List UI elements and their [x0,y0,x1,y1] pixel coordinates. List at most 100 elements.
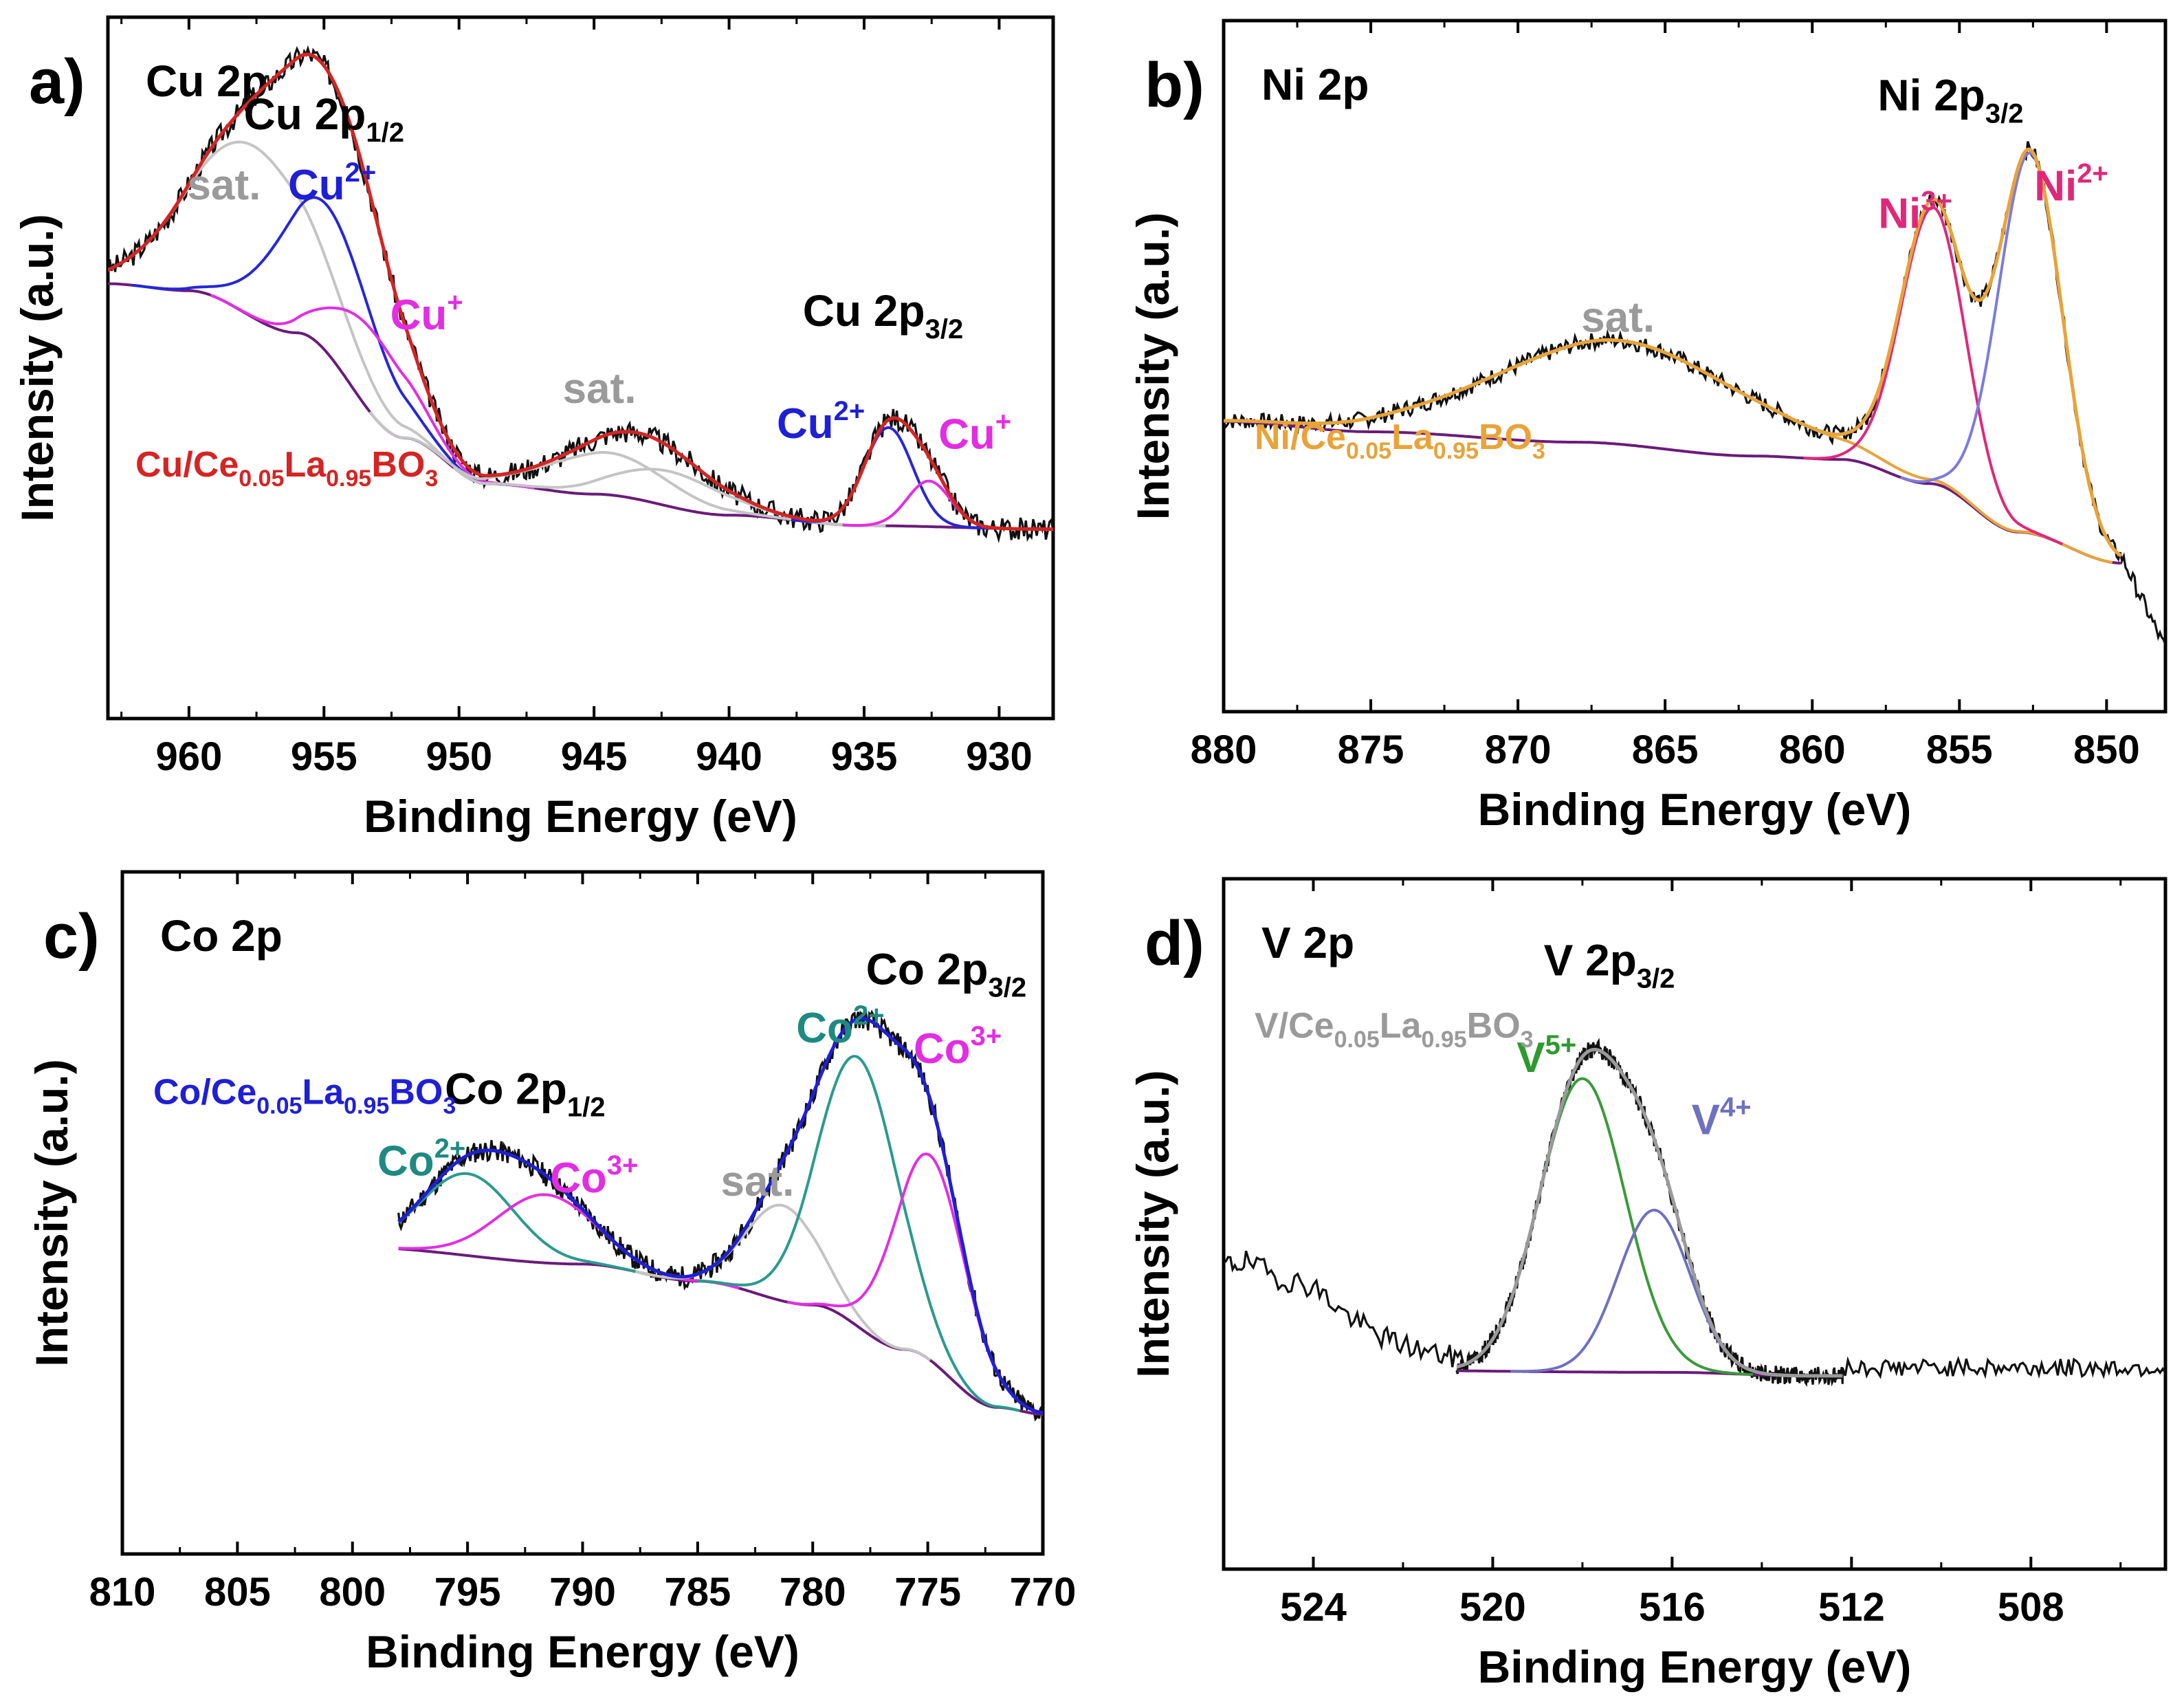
raw-spectrum-line [108,45,1053,544]
sample-sub1: 0.05 [256,1093,302,1119]
peak-label-superscript: 3+ [971,1021,1002,1051]
peak-label-main: sat. [1581,294,1655,341]
plot-frame [1222,19,2168,714]
plot-area [397,1006,1043,1422]
x-tick-label: 855 [1926,727,1993,772]
x-tick-label: 960 [155,734,222,779]
peak-label: Cu+ [938,406,1011,458]
sample-sub1: 0.05 [1334,1027,1380,1053]
peak-group-main: Co 2p [445,1064,567,1113]
element-title: Co 2p [160,911,283,961]
peak-label: Co2+ [796,1000,884,1052]
peak-label-superscript: 2+ [853,1000,885,1031]
peak-label-main: Co [914,1025,971,1073]
peak-label-main: sat. [720,1158,794,1205]
peak-label: V4+ [1692,1092,1752,1143]
x-tick-label: 940 [696,734,762,779]
component-V4p-line [1510,1208,1798,1377]
x-tick-label: 795 [434,1570,501,1614]
background-line [108,282,1053,531]
sample-suffix: BO [1467,1006,1521,1046]
peak-label-superscript: 5+ [1545,1030,1577,1060]
sample-label: Ni/Ce0.05La0.95BO3 [1255,417,1545,464]
sample-mid: La [302,1072,344,1112]
x-tick-label: 520 [1459,1585,1526,1630]
x-tick-label: 955 [291,734,357,779]
component-Cup-line [210,294,536,490]
x-tick-label: 880 [1191,727,1257,772]
component-Cup-line [842,479,1015,530]
peak-group-main: Ni 2p [1877,71,1985,120]
sample-sub2: 0.95 [1433,438,1479,464]
x-axis-label: Binding Energy (eV) [1478,1641,1912,1692]
envelope-fit-line [397,1016,1043,1415]
peak-group-label: Cu 2p3/2 [803,286,963,344]
panel-label: d) [1145,908,1204,978]
peak-group-subscript: 3/2 [1637,964,1675,994]
peak-label: Cu+ [390,287,463,339]
panel-label: a) [29,47,85,117]
y-axis-label: Intensity (a.u.) [1127,212,1178,520]
component-Cu2p-line [132,196,522,488]
component-sat-line [368,410,846,527]
element-title: V 2p [1261,918,1354,967]
envelope-fit-line [1224,147,2123,558]
peak-group-subscript: 1/2 [366,118,404,148]
sample-sub2: 0.95 [344,1093,389,1119]
peak-label-superscript: 2+ [345,157,377,188]
peak-label-main: Co [377,1137,434,1185]
sample-sub1: 0.05 [1346,438,1391,464]
sample-suffix: BO [371,445,425,485]
sample-mid: La [1391,417,1434,457]
sample-mid: La [1380,1006,1422,1046]
y-axis-label: Intensity (a.u.) [12,214,63,521]
sample-mid: La [284,445,327,485]
x-tick-label: 850 [2073,727,2140,772]
peak-label-superscript: + [447,287,463,318]
component-Co3p-line [398,1193,740,1290]
peak-label-main: Ni [2034,162,2077,210]
panel-b: 880 875 870 865 860 855 850 Binding Energy (eV)… [1127,19,2168,835]
sample-prefix: Co/Ce [153,1072,256,1112]
x-tick-label: 930 [966,734,1033,779]
peak-label: V5+ [1516,1030,1576,1082]
peak-label-main: Co [550,1154,607,1202]
sample-sub1: 0.05 [239,466,284,492]
x-tick-label: 945 [561,734,628,779]
sample-label: Co/Ce0.05La0.95BO3 [153,1072,456,1119]
peak-label-superscript: + [995,406,1011,437]
panel-c: 810 805 800 795 790 785 780 775 770 Binding Energ… [26,870,1076,1677]
x-tick-label: 524 [1280,1585,1347,1630]
peak-group-subscript: 1/2 [567,1092,606,1122]
sample-suffix: BO [1479,417,1532,457]
x-tick-label: 950 [426,734,492,779]
sample-label: Cu/Ce0.05La0.95BO3 [135,445,438,492]
sample-sub3: 3 [443,1093,456,1119]
sample-label: V/Ce0.05La0.95BO3 [1255,1006,1534,1053]
peak-group-main: Cu 2p [244,89,366,139]
peak-label: Co3+ [550,1150,638,1202]
sample-prefix: V/Ce [1255,1006,1334,1046]
x-tick-label: 790 [549,1570,616,1614]
peak-label-main: sat. [563,365,637,413]
plot-area [1224,1038,2165,1387]
x-axis-label: Binding Energy (eV) [366,1626,799,1677]
peak-label-superscript: 3+ [607,1150,639,1181]
peak-label-main: Cu [777,400,834,448]
component-Co3p-line [786,1152,1043,1414]
sample-prefix: Cu/Ce [135,445,239,485]
envelope-fit-line [1456,1047,1843,1378]
x-axis-label: Binding Energy (eV) [1478,784,1912,835]
sample-sub3: 3 [425,466,438,492]
peak-label-main: Cu [390,292,448,339]
peak-group-label: Co 2p1/2 [445,1064,605,1122]
peak-label-main: Cu [288,162,345,209]
peak-label-superscript: 4+ [1720,1092,1752,1122]
peak-group-subscript: 3/2 [988,973,1026,1003]
panel-a: 960 955 950 945 940 935 930 Binding Energy (eV)… [12,15,1055,842]
plot-frame [1222,877,2168,1571]
sample-sub2: 0.95 [326,466,371,492]
peak-label: Cu2+ [777,396,865,448]
